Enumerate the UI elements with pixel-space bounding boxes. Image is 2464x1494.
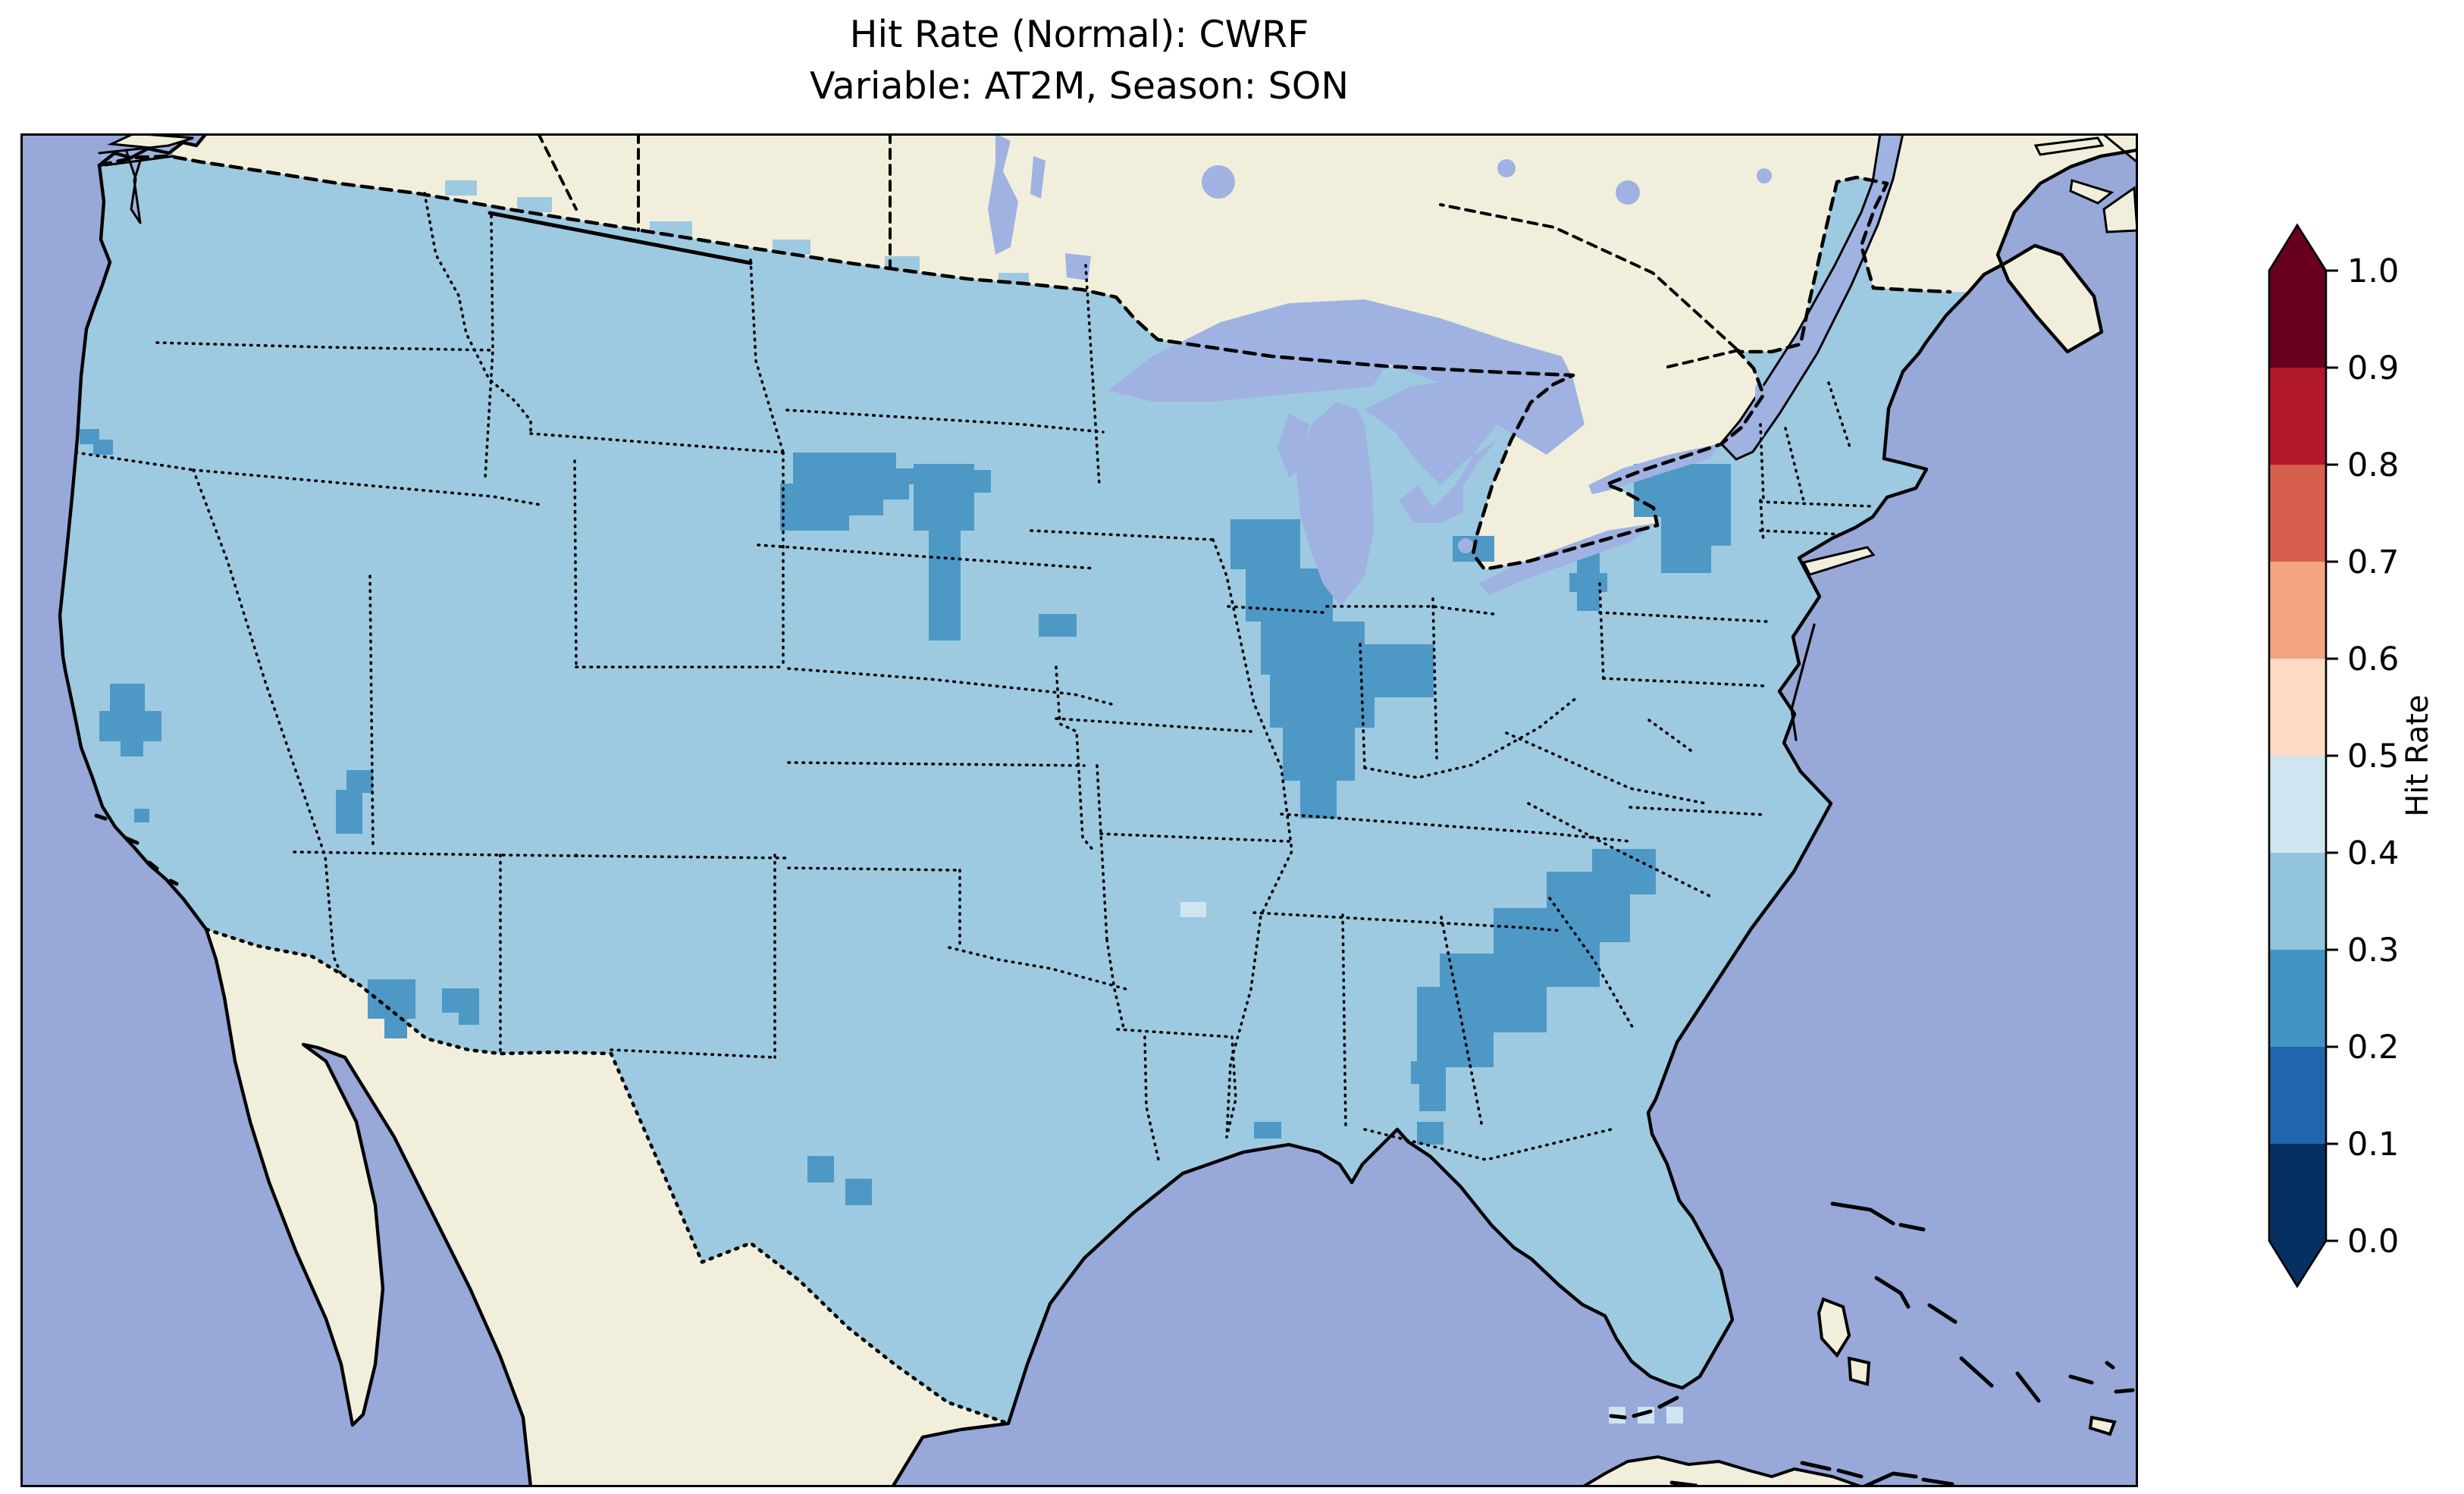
bahamas-island-chain [1830,1201,2135,1487]
green-bay [1277,413,1309,478]
patch-minnesota [914,464,991,641]
colorbar-ticks [2326,269,2338,1242]
lake-winnipegosis [1030,156,1045,199]
lake-superior [1108,299,1573,402]
colorbar-over-arrow [2269,225,2326,271]
colorbar-tick-label: 0.5 [2347,738,2399,775]
colorbar-bin-0.0-0.1 [2269,1144,2326,1241]
patch-california [80,429,161,822]
cuba [1579,1455,1864,1487]
great-inagua [2088,1415,2117,1436]
puget-sound-outline [98,144,175,224]
lake-of-the-woods [1065,253,1091,280]
colorbar-svg: 1.0 0.9 0.8 0.7 0.6 0.5 0.4 0.3 0.2 0.1 … [2268,223,2435,1289]
colorbar-bin-0.8-0.9 [2269,368,2326,465]
lake-huron [1365,371,1585,523]
patch-nebraska-cell [1039,614,1077,637]
lake-erie [1478,523,1657,595]
lake-winnipeg [988,133,1018,255]
canada-lake-c [1757,168,1772,183]
patch-arizona [368,979,479,1038]
andros-island [1817,1297,1851,1358]
colorbar-bin-0.1-0.2 [2269,1047,2326,1144]
colorbar-tick-label: 0.8 [2347,446,2399,484]
canada-lake-a [1497,159,1516,177]
colorbar-tick-label: 0.2 [2347,1029,2399,1066]
channel-islands [94,813,179,886]
mexico-us-border [204,927,1011,1426]
pale-cell-florida-3 [1666,1407,1683,1424]
colorbar-under-arrow [2269,1241,2326,1286]
canada-province-borders [537,133,1740,368]
colorbar-tick-label: 0.1 [2347,1126,2399,1164]
hit-rate-low-patches [80,429,1731,1205]
patch-nevada-utah [336,770,373,834]
colorbar-bin-0.4-0.5 [2269,756,2326,853]
hit-rate-colorbar-label: Hit Rate [2400,694,2435,816]
lake-st-clair [1458,538,1473,553]
colorbar-tick-label: 0.4 [2347,835,2399,872]
colorbar-tick-label: 1.0 [2347,252,2399,290]
patch-wisconsin-illinois [1230,519,1434,819]
colorbar-bin-0.2-0.3 [2269,950,2326,1047]
lake-nipigon [1202,165,1235,199]
colorbar-tick-label: 0.9 [2347,349,2399,387]
patch-south-dakota [780,453,922,531]
colorbar-tick-label: 0.7 [2347,543,2399,581]
colorbar-tick-label: 0.0 [2347,1223,2399,1261]
colorbar-bins [2269,271,2326,1241]
field-border-overhang-cells [127,180,1761,576]
colorbar-bin-0.7-0.8 [2269,465,2326,562]
map-frame [20,133,2138,1487]
title-line-1: Hit Rate (Normal): CWRF [849,13,1309,56]
colorbar-tick-label: 0.3 [2347,932,2399,969]
canada-lake-b [1616,180,1640,205]
field-polygon [60,156,1969,1424]
pale-cell-arkansas [1180,902,1206,917]
colorbar-bin-0.6-0.7 [2269,562,2326,659]
lake-champlain [1755,384,1764,438]
colorbar-tick-label: 0.6 [2347,641,2399,678]
prince-edward-island [2069,179,2114,205]
pacific-atlantic-coast [58,133,2138,1487]
colorbar-tick-labels: 1.0 0.9 0.8 0.7 0.6 0.5 0.4 0.3 0.2 0.1 … [2347,252,2399,1261]
anticosti-island [2033,136,2105,156]
border-49th-parallel-solid [487,211,753,265]
st-lawrence-river [1719,133,1904,461]
canada-us-border [97,154,1952,572]
lake-michigan [1296,402,1374,606]
patch-big-bend-texas [807,1156,872,1205]
chesapeake-inlets [1790,623,1816,741]
state-borders [74,192,1874,1161]
map-panel [20,133,2138,1487]
long-island [1801,546,1876,576]
patch-louisiana-cell [1254,1122,1281,1139]
us-hit-rate-field [60,156,1969,1424]
colorbar: 1.0 0.9 0.8 0.7 0.6 0.5 0.4 0.3 0.2 0.1 … [2237,189,2464,1326]
colorbar-bin-0.9-1.0 [2269,271,2326,368]
figure-title: Hit Rate (Normal): CWRF Variable: AT2M, … [20,9,2138,112]
eleuthera-island [1847,1356,1871,1386]
florida-keys [1609,1395,1679,1420]
title-line-2: Variable: AT2M, Season: SON [810,64,1349,108]
patch-nw-pennsylvania [1569,553,1607,611]
coastlines [58,133,2138,1487]
country-borders [97,133,1952,1426]
colorbar-bin-0.5-0.6 [2269,659,2326,756]
colorbar-bin-0.3-0.4 [2269,853,2326,950]
patch-georgia-carolina [1411,849,1656,1145]
map-svg [20,133,2138,1487]
